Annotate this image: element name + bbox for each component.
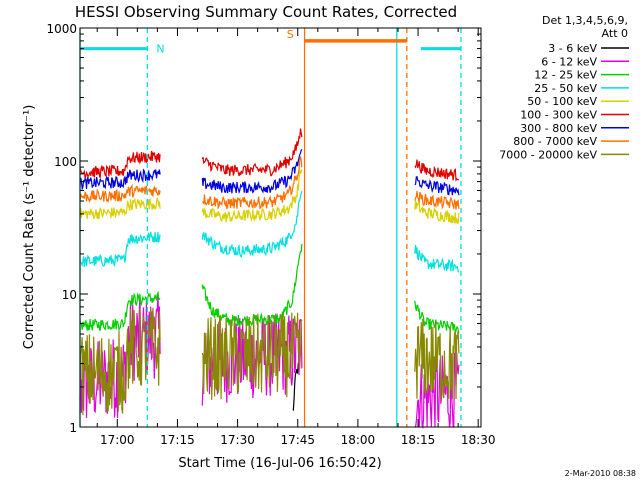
series-100-300-segment-2 — [201, 128, 303, 177]
series-25-50-segment-1 — [79, 231, 161, 268]
series-50-100-segment-1 — [79, 197, 161, 220]
axis-layer: 17:00 17:15 17:30 17:45 18:00 18:15 18:30 1 10 10… — [46, 22, 495, 447]
series-300-800-segment-2 — [201, 148, 303, 195]
x-tick-label: 18:00 — [341, 433, 376, 447]
x-tick-label: 17:00 — [100, 433, 135, 447]
series-7000-20000-segment-2 — [201, 312, 303, 400]
series-800-7000-segment-2 — [202, 156, 303, 210]
series-50-100-segment-3 — [414, 200, 460, 225]
x-tick-label: 18:15 — [401, 433, 436, 447]
legend-label-50-100-kev: 50 - 100 keV — [527, 95, 597, 108]
legend-header-line-1: Det 1,3,4,5,6,9, — [542, 14, 628, 27]
legend-label-3-6-kev: 3 - 6 keV — [548, 42, 597, 55]
series-25-50-segment-3 — [414, 244, 460, 273]
legend-label-300-800-kev: 300 - 800 keV — [520, 122, 597, 135]
date-stamp: 2-Mar-2010 08:38 — [565, 469, 636, 478]
x-tick-label: 17:45 — [280, 433, 315, 447]
series-50-100-segment-2 — [201, 169, 303, 223]
legend-label-7000-20000-kev: 7000 - 20000 keV — [499, 148, 597, 161]
series-12-25-segment-3 — [414, 300, 460, 334]
chart-title: HESSI Observing Summary Count Rates, Cor… — [75, 3, 457, 21]
x-tick-label: 18:30 — [461, 433, 496, 447]
y-tick-label: 10 — [62, 288, 77, 302]
x-axis-label: Start Time (16-Jul-06 16:50:42) — [178, 456, 381, 471]
x-tick-label: 17:30 — [220, 433, 255, 447]
x-tick-label: 17:15 — [160, 433, 195, 447]
legend-label-25-50-kev: 25 - 50 keV — [534, 82, 597, 95]
saa-label: S — [287, 28, 294, 41]
series-100-300-segment-1 — [79, 150, 161, 180]
series-800-7000-segment-3 — [414, 191, 460, 210]
plot-frame — [79, 27, 482, 428]
series-100-300-segment-3 — [414, 159, 459, 182]
marker-layer: NS — [79, 28, 462, 427]
series-7000-20000-segment-1 — [79, 307, 161, 416]
y-tick-label: 100 — [54, 155, 77, 169]
series-300-800-segment-3 — [414, 176, 460, 196]
y-tick-label: 1000 — [46, 22, 77, 36]
series-25-50-kev — [79, 190, 460, 273]
series-25-50-segment-2 — [201, 190, 303, 258]
legend-label-800-7000-kev: 800 - 7000 keV — [513, 135, 597, 148]
series-800-7000-segment-1 — [79, 183, 161, 203]
y-axis-label: Corrected Count Rate (s⁻¹ detector⁻¹) — [22, 105, 37, 350]
legend-label-12-25-kev: 12 - 25 keV — [534, 69, 597, 82]
legend-header-line-2: Att 0 — [602, 27, 628, 40]
night-label: N — [156, 43, 164, 56]
data-layer — [79, 128, 460, 430]
series-12-25-segment-2 — [201, 243, 303, 329]
legend-label-100-300-kev: 100 - 300 keV — [520, 109, 597, 122]
series-7000-20000-segment-3 — [414, 318, 460, 401]
series-7000-20000-kev — [79, 307, 460, 416]
series-6-12-segment-2 — [201, 313, 303, 406]
legend-label-6-12-kev: 6 - 12 keV — [541, 55, 597, 68]
series-100-300-kev — [79, 128, 459, 182]
y-tick-label: 1 — [69, 421, 77, 435]
